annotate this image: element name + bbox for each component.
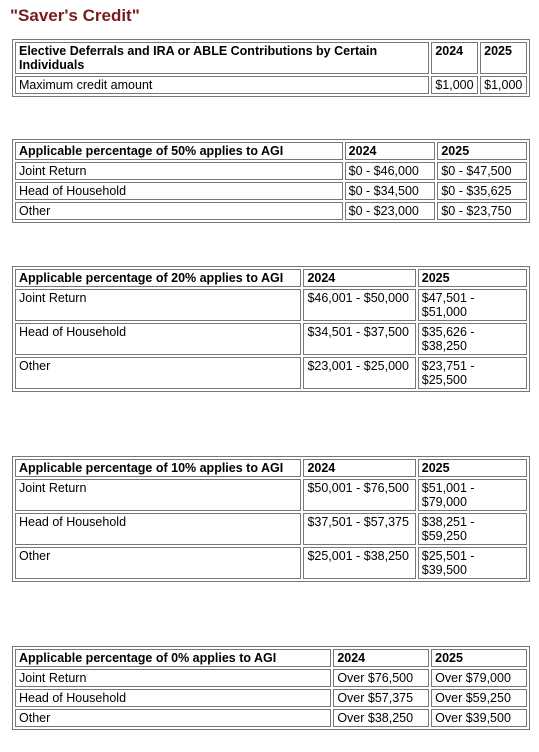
cell-2024: $0 - $46,000 xyxy=(344,162,436,180)
column-header: Elective Deferrals and IRA or ABLE Contr… xyxy=(15,42,430,74)
table-header-row: Applicable percentage of 20% applies to … xyxy=(15,269,527,287)
cell-2024: $0 - $34,500 xyxy=(344,182,436,200)
agi-10-percent-table: Applicable percentage of 10% applies to … xyxy=(12,456,530,582)
agi-20-percent-table: Applicable percentage of 20% applies to … xyxy=(12,266,530,392)
cell-2024: $46,001 - $50,000 xyxy=(303,289,416,321)
column-header-2024: 2024 xyxy=(333,649,430,667)
column-header-2025: 2025 xyxy=(480,42,527,74)
column-header-2025: 2025 xyxy=(437,142,527,160)
cell-2024: Over $76,500 xyxy=(333,669,430,687)
page-title: "Saver's Credit" xyxy=(10,6,140,25)
table-header-row: Applicable percentage of 0% applies to A… xyxy=(15,649,527,667)
cell-2024: $1,000 xyxy=(431,76,479,94)
table-row: Maximum credit amount $1,000 $1,000 xyxy=(15,76,527,94)
table-row: Head of Household $37,501 - $57,375 $38,… xyxy=(15,513,527,545)
cell-2024: $34,501 - $37,500 xyxy=(303,323,416,355)
cell-2025: $0 - $23,750 xyxy=(437,202,527,220)
cell-2025: $47,501 - $51,000 xyxy=(417,289,527,321)
cell-2025: $25,501 - $39,500 xyxy=(417,547,527,579)
cell-2024: Over $57,375 xyxy=(333,689,430,707)
table-row: Joint Return $46,001 - $50,000 $47,501 -… xyxy=(15,289,527,321)
table-row: Joint Return $0 - $46,000 $0 - $47,500 xyxy=(15,162,527,180)
table-row: Other $23,001 - $25,000 $23,751 - $25,50… xyxy=(15,357,527,389)
cell-2024: Over $38,250 xyxy=(333,709,430,727)
table-row: Head of Household Over $57,375 Over $59,… xyxy=(15,689,527,707)
table-row: Joint Return $50,001 - $76,500 $51,001 -… xyxy=(15,479,527,511)
table-row: Other $25,001 - $38,250 $25,501 - $39,50… xyxy=(15,547,527,579)
row-label: Joint Return xyxy=(15,669,332,687)
table-row: Joint Return Over $76,500 Over $79,000 xyxy=(15,669,527,687)
cell-2024: $0 - $23,000 xyxy=(344,202,436,220)
column-header: Applicable percentage of 0% applies to A… xyxy=(15,649,332,667)
cell-2024: $50,001 - $76,500 xyxy=(303,479,416,511)
column-header: Applicable percentage of 50% applies to … xyxy=(15,142,343,160)
max-credit-table: Elective Deferrals and IRA or ABLE Contr… xyxy=(12,39,530,97)
table-header-row: Elective Deferrals and IRA or ABLE Contr… xyxy=(15,42,527,74)
table-row: Other $0 - $23,000 $0 - $23,750 xyxy=(15,202,527,220)
row-label: Head of Household xyxy=(15,323,302,355)
cell-2025: $35,626 - $38,250 xyxy=(417,323,527,355)
agi-50-percent-table: Applicable percentage of 50% applies to … xyxy=(12,139,530,223)
cell-2025: Over $79,000 xyxy=(431,669,527,687)
row-label: Other xyxy=(15,202,343,220)
row-label: Other xyxy=(15,709,332,727)
column-header-2024: 2024 xyxy=(303,269,416,287)
column-header: Applicable percentage of 20% applies to … xyxy=(15,269,302,287)
cell-2024: $23,001 - $25,000 xyxy=(303,357,416,389)
agi-0-percent-table: Applicable percentage of 0% applies to A… xyxy=(12,646,530,730)
column-header-2024: 2024 xyxy=(431,42,479,74)
table-row: Other Over $38,250 Over $39,500 xyxy=(15,709,527,727)
cell-2025: $0 - $47,500 xyxy=(437,162,527,180)
row-label: Head of Household xyxy=(15,182,343,200)
row-label: Head of Household xyxy=(15,513,302,545)
cell-2025: Over $59,250 xyxy=(431,689,527,707)
cell-2025: $23,751 - $25,500 xyxy=(417,357,527,389)
column-header-2025: 2025 xyxy=(431,649,527,667)
column-header-2024: 2024 xyxy=(344,142,436,160)
column-header-2024: 2024 xyxy=(303,459,416,477)
row-label: Other xyxy=(15,357,302,389)
row-label: Joint Return xyxy=(15,162,343,180)
cell-2025: Over $39,500 xyxy=(431,709,527,727)
cell-2024: $25,001 - $38,250 xyxy=(303,547,416,579)
cell-2025: $0 - $35,625 xyxy=(437,182,527,200)
cell-2025: $1,000 xyxy=(480,76,527,94)
table-header-row: Applicable percentage of 50% applies to … xyxy=(15,142,527,160)
table-row: Head of Household $34,501 - $37,500 $35,… xyxy=(15,323,527,355)
cell-2024: $37,501 - $57,375 xyxy=(303,513,416,545)
row-label: Other xyxy=(15,547,302,579)
cell-2025: $38,251 - $59,250 xyxy=(417,513,527,545)
row-label: Joint Return xyxy=(15,479,302,511)
column-header-2025: 2025 xyxy=(417,269,527,287)
row-label: Head of Household xyxy=(15,689,332,707)
row-label: Joint Return xyxy=(15,289,302,321)
table-row: Head of Household $0 - $34,500 $0 - $35,… xyxy=(15,182,527,200)
row-label: Maximum credit amount xyxy=(15,76,430,94)
table-header-row: Applicable percentage of 10% applies to … xyxy=(15,459,527,477)
column-header: Applicable percentage of 10% applies to … xyxy=(15,459,302,477)
column-header-2025: 2025 xyxy=(417,459,527,477)
cell-2025: $51,001 - $79,000 xyxy=(417,479,527,511)
